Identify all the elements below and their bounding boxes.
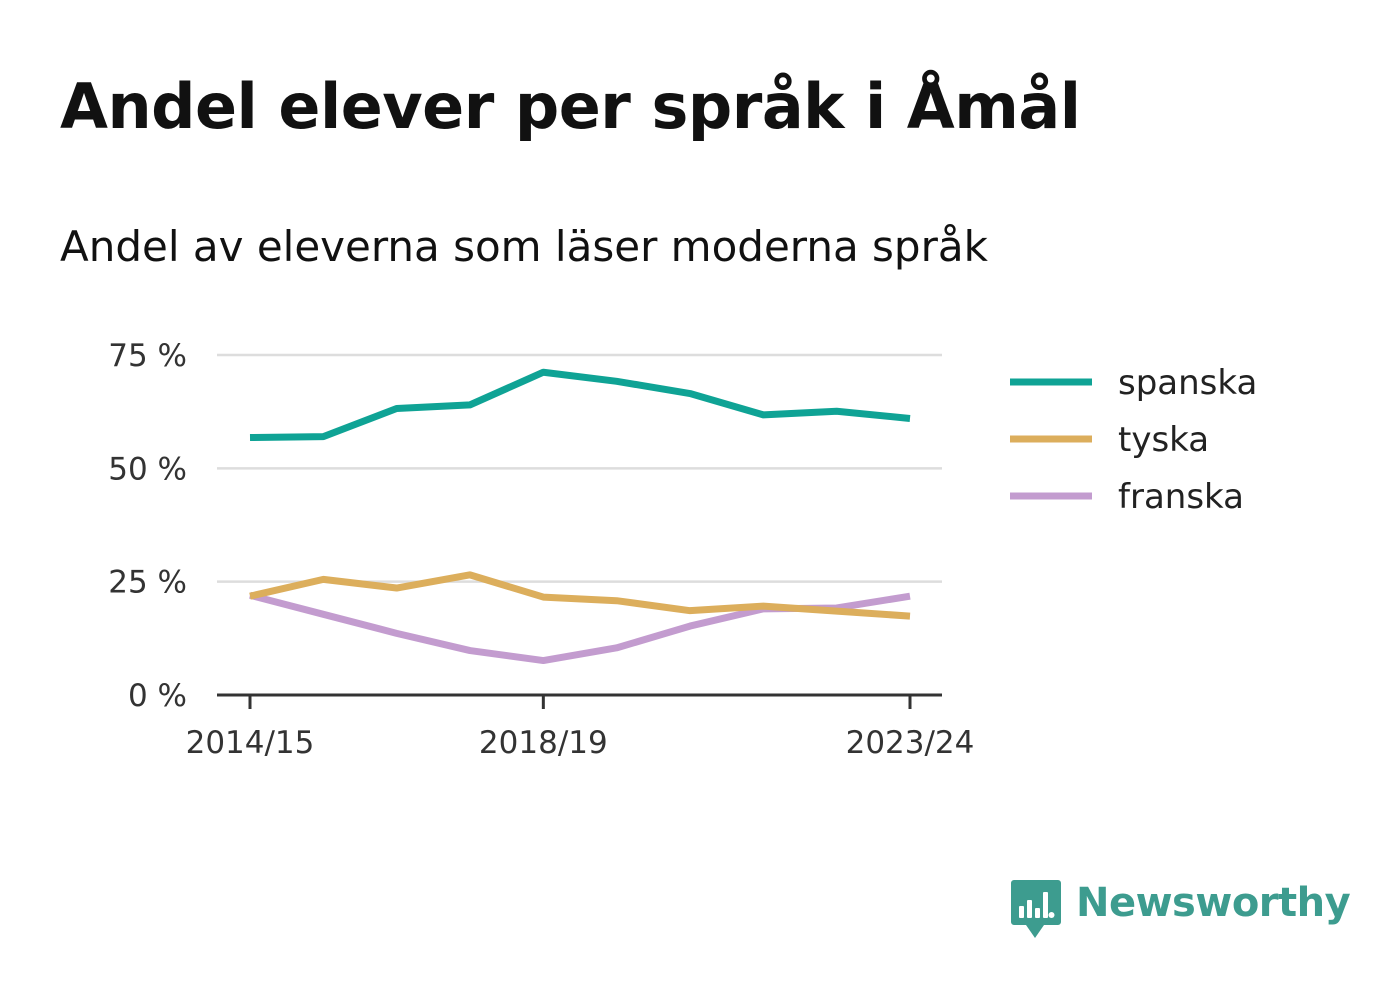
series-line-franska [249,591,911,665]
x-tick-label: 2018/19 [479,725,608,761]
series-line-spanska [249,368,911,442]
x-tick-label: 2023/24 [846,725,975,761]
legend-label-tyska: tyska [1118,420,1209,460]
x-axis: 2014/15 2018/19 2023/24 [186,693,975,761]
series-lines [249,368,911,665]
legend-label-franska: franska [1118,477,1244,517]
chart-subtitle: Andel av eleverna som läser moderna språ… [60,222,988,271]
y-tick-label: 75 % [108,338,187,374]
newsworthy-logo-icon [1011,880,1061,938]
series-line-tyska [249,571,911,620]
brand-name: Newsworthy [1076,880,1351,926]
x-tick-label: 2014/15 [186,725,315,761]
legend: spanska tyska franska [1010,363,1257,517]
newsworthy-logo[interactable]: Newsworthy [1010,878,1351,940]
legend-label-spanska: spanska [1118,363,1257,403]
gridlines: 0 % 25 % 50 % 75 % [108,338,942,714]
y-tick-label: 50 % [108,451,187,487]
y-tick-label: 25 % [108,565,187,601]
y-tick-label: 0 % [128,678,187,714]
chart-title: Andel elever per språk i Åmål [60,70,1081,143]
